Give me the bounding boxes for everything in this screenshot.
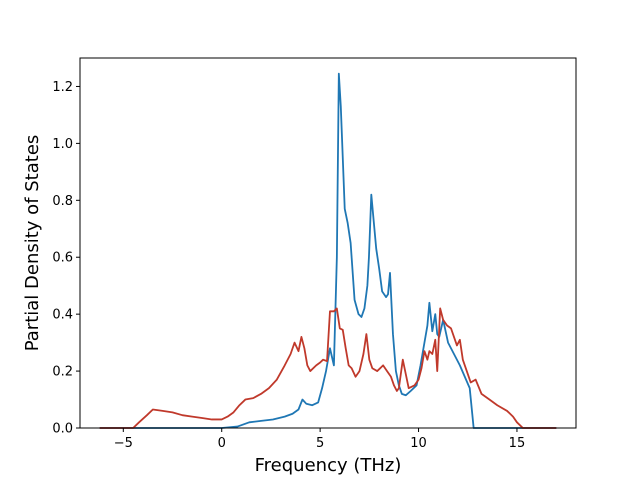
x-ticks: −5 0 5 10 15 [114, 428, 526, 451]
y-ticks: 0.0 0.2 0.4 0.6 0.8 1.0 1.2 [52, 80, 80, 437]
series-layer [99, 72, 557, 429]
x-tick-label: 10 [410, 436, 427, 451]
y-tick-label: 0.8 [52, 194, 73, 209]
series-line-2 [99, 307, 557, 429]
y-tick-label: 1.2 [52, 80, 73, 95]
y-axis-label: Partial Density of States [22, 135, 43, 352]
y-tick-label: 0.6 [52, 251, 73, 266]
series-line-1 [99, 72, 557, 429]
y-tick-label: 1.0 [52, 137, 73, 152]
x-tick-label: −5 [114, 436, 133, 451]
x-tick-label: 5 [316, 436, 324, 451]
x-tick-label: 15 [509, 436, 526, 451]
x-tick-label: 0 [218, 436, 226, 451]
y-tick-label: 0.4 [52, 308, 73, 323]
x-axis-label: Frequency (THz) [255, 455, 402, 476]
axes-frame [79, 57, 577, 429]
y-tick-label: 0.2 [52, 365, 73, 380]
y-tick-label: 0.0 [52, 422, 73, 437]
